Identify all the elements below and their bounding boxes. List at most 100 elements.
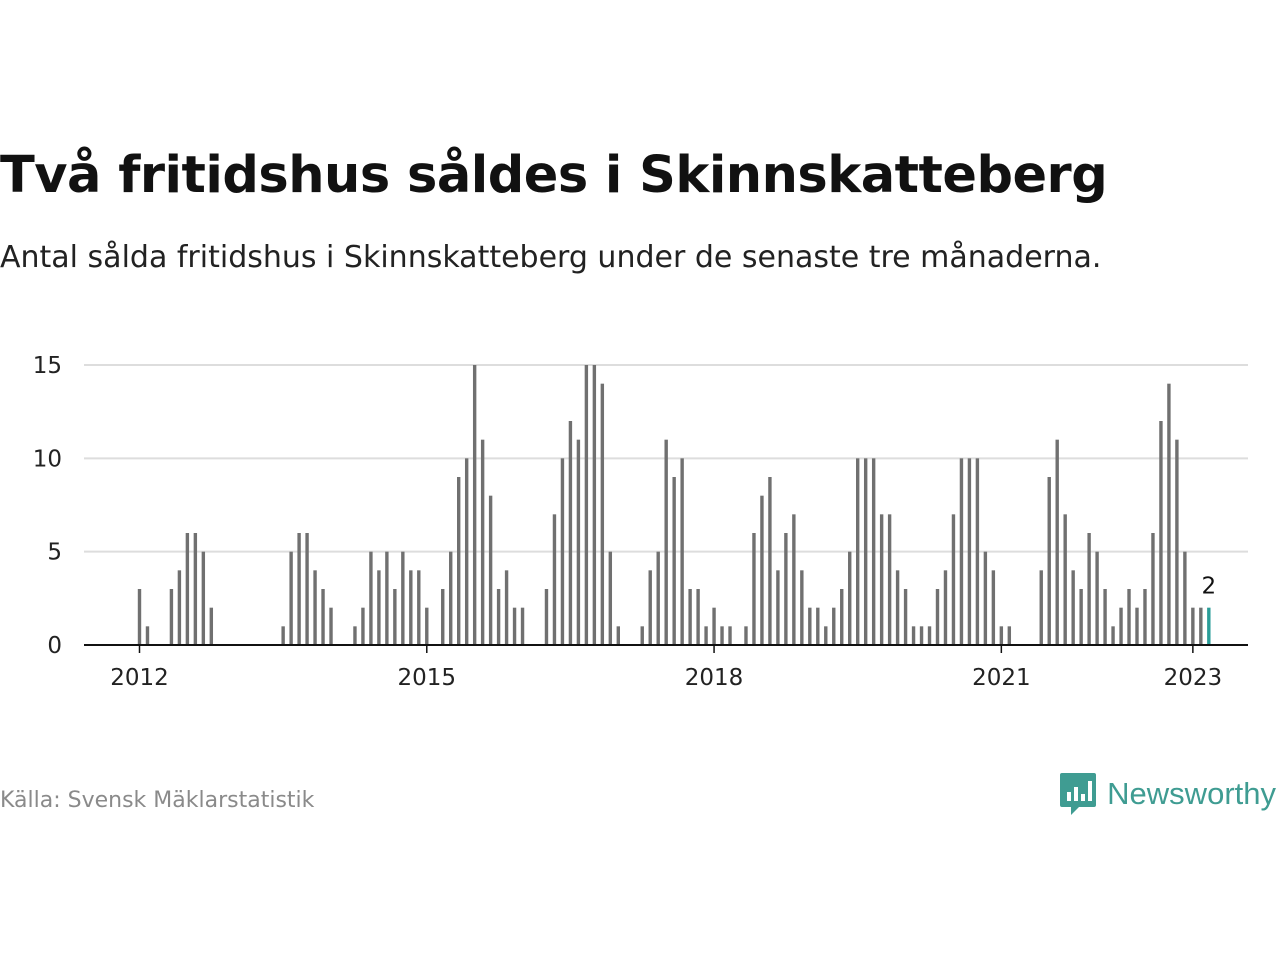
bar [1183, 551, 1187, 645]
bar [417, 570, 421, 645]
chart-subtitle: Antal sålda fritidshus i Skinnskatteberg… [0, 240, 1102, 275]
bar [784, 533, 788, 645]
x-tick-label: 2015 [398, 665, 457, 691]
bar [1007, 626, 1012, 645]
y-tick-label: 10 [33, 446, 62, 472]
bar [760, 495, 764, 645]
chart-title: Två fritidshus såldes i Skinnskatteberg [0, 146, 1108, 205]
brand-logo: Newsworthy [1059, 772, 1276, 816]
bar [201, 551, 206, 645]
bar [401, 551, 405, 645]
bar [600, 383, 605, 645]
bar [361, 607, 365, 645]
bar [856, 458, 860, 645]
bar [720, 626, 724, 645]
newsworthy-logo-icon [1060, 773, 1097, 815]
bar [305, 533, 309, 645]
bar [1159, 421, 1163, 645]
bar [951, 514, 956, 645]
bar [927, 626, 932, 645]
bar [209, 607, 214, 645]
bar [441, 589, 445, 645]
bar [1103, 589, 1107, 645]
bar [584, 365, 589, 645]
bar [712, 607, 716, 645]
bar [369, 551, 373, 645]
bar [800, 570, 804, 645]
bar [297, 533, 301, 645]
y-tick-label: 15 [33, 353, 62, 379]
bar [728, 626, 732, 645]
bar [1111, 626, 1115, 645]
bar [895, 570, 900, 645]
bar [792, 514, 796, 645]
bar [824, 626, 828, 645]
bar [504, 570, 509, 645]
bar [1143, 589, 1147, 645]
bar [1127, 589, 1131, 645]
bar [568, 421, 573, 645]
bar [919, 626, 924, 645]
bar [1079, 589, 1083, 645]
x-tick-label: 2012 [110, 665, 169, 691]
bar [744, 626, 748, 645]
bar [776, 570, 780, 645]
bar [185, 533, 190, 645]
bar [496, 589, 501, 645]
bar [449, 551, 453, 645]
bar [281, 626, 285, 645]
bar [512, 607, 517, 645]
bar [1055, 439, 1059, 645]
bar [520, 607, 525, 645]
bar [696, 589, 700, 645]
bar [1135, 607, 1139, 645]
bar [169, 589, 174, 645]
bar [808, 607, 812, 645]
brand-name: Newsworthy [1107, 776, 1276, 811]
bar [975, 458, 980, 645]
bar [983, 551, 988, 645]
bar [832, 607, 836, 645]
bar [935, 589, 940, 645]
bar [640, 626, 644, 645]
bar [967, 458, 972, 645]
bar [672, 477, 676, 645]
bar [193, 533, 198, 645]
bar [457, 477, 461, 645]
bar [863, 458, 868, 645]
bar [472, 365, 477, 645]
bar [137, 589, 142, 645]
bar [377, 570, 381, 645]
bar [425, 607, 429, 645]
bar [616, 626, 620, 645]
bar [385, 551, 389, 645]
bar [1151, 533, 1155, 645]
bar [1039, 570, 1043, 645]
bar [464, 458, 469, 645]
bar [145, 626, 150, 645]
bar [1087, 533, 1091, 645]
bar [648, 570, 652, 645]
bar [608, 551, 613, 645]
bar [393, 589, 397, 645]
bar [1063, 514, 1067, 645]
bar [999, 626, 1004, 645]
x-axis-ticks: 2012 2015 2018 2021 2023 [110, 645, 1222, 691]
bar [879, 514, 884, 645]
bar [840, 589, 844, 645]
bar [768, 477, 772, 645]
bar [903, 589, 908, 645]
bar [177, 570, 182, 645]
bar-chart: 0 5 10 15 2012 2015 2018 2021 2023 2 [33, 353, 1248, 691]
bar [313, 570, 317, 645]
bar [1175, 439, 1179, 645]
bar [1191, 607, 1195, 645]
y-axis-labels: 0 5 10 15 [33, 353, 62, 659]
bar [592, 365, 597, 645]
bar [353, 626, 357, 645]
bar [576, 439, 581, 645]
bar [1119, 607, 1123, 645]
bar [289, 551, 293, 645]
x-tick-label: 2021 [972, 665, 1031, 691]
bar [991, 570, 996, 645]
